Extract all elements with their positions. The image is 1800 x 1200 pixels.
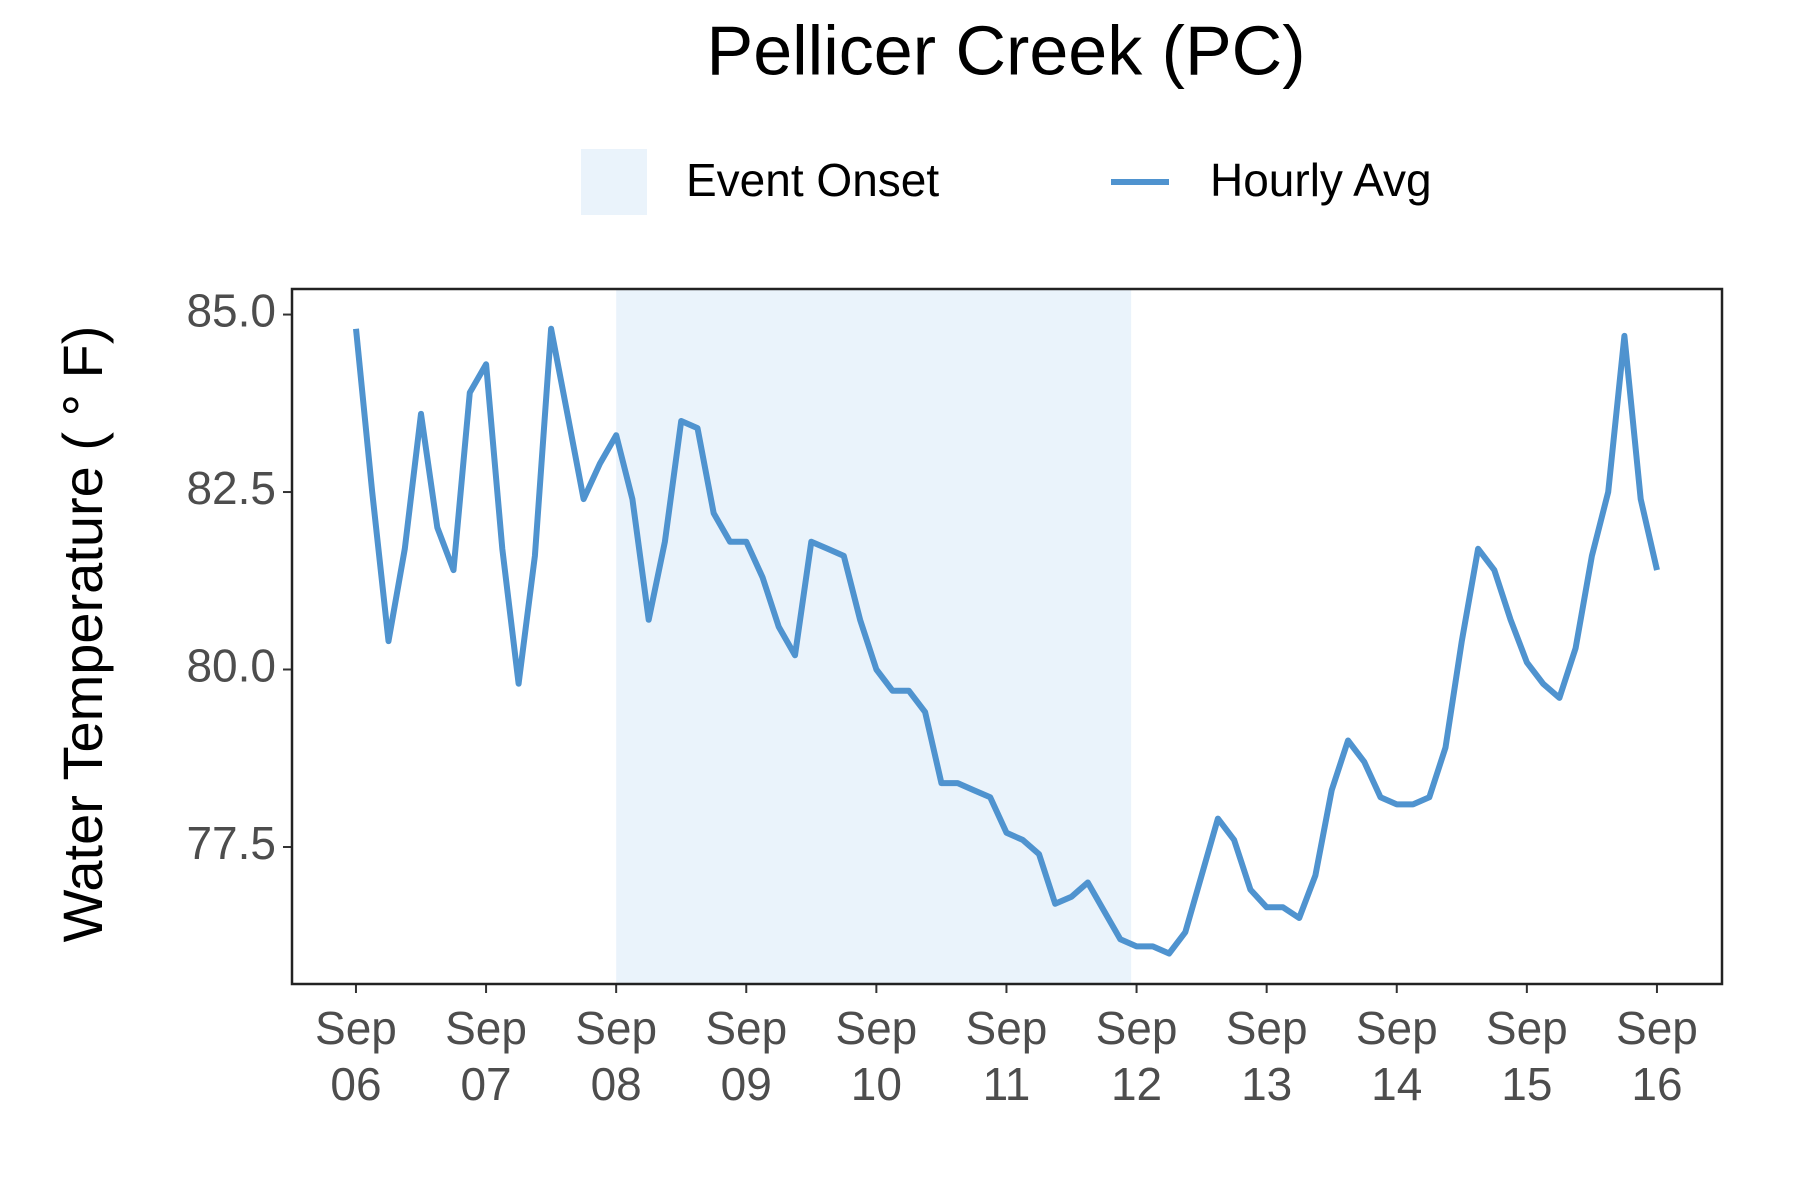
x-tick-label: Sep 10 xyxy=(835,1002,917,1110)
y-tick-label: 82.5 xyxy=(186,462,276,514)
x-tick-label: Sep 06 xyxy=(315,1002,397,1110)
x-tick-label: Sep 11 xyxy=(966,1002,1048,1110)
chart-title: Pellicer Creek (PC) xyxy=(707,11,1306,89)
y-axis-label: Water Temperature ( ° F) xyxy=(51,326,114,943)
data-line xyxy=(353,325,1660,957)
y-tick-label: 77.5 xyxy=(186,817,276,869)
legend-label: Hourly Avg xyxy=(1210,154,1432,206)
x-tick-label: Sep 14 xyxy=(1356,1002,1438,1110)
y-tick-label: 85.0 xyxy=(186,285,276,337)
x-tick-label: Sep 07 xyxy=(445,1002,527,1110)
x-tick-label: Sep 16 xyxy=(1616,1002,1698,1110)
event-region xyxy=(616,289,1132,984)
x-tick-label: Sep 12 xyxy=(1096,1002,1178,1110)
legend-swatch xyxy=(581,149,647,215)
legend-label: Event Onset xyxy=(686,154,939,206)
x-tick-label: Sep 15 xyxy=(1486,1002,1568,1110)
y-tick-label: 80.0 xyxy=(186,640,276,692)
plot-border xyxy=(290,287,1724,986)
x-tick-label: Sep 13 xyxy=(1226,1002,1308,1110)
x-tick-label: Sep 08 xyxy=(575,1002,657,1110)
x-tick-label: Sep 09 xyxy=(705,1002,787,1110)
